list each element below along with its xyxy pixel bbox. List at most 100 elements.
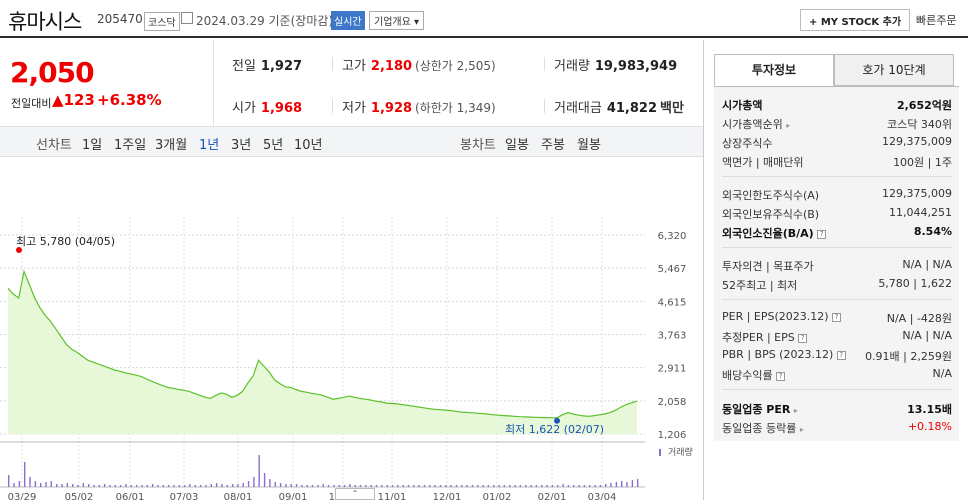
volume-bar — [29, 477, 31, 487]
volume-bar — [8, 475, 10, 487]
volume-bar — [551, 485, 554, 487]
volume-bar — [119, 485, 122, 487]
x-tick-label: 01/02 — [483, 492, 512, 500]
volume-bar — [621, 481, 623, 487]
tab-1y[interactable]: 1년 — [199, 138, 220, 153]
tab-orderbook[interactable]: 호가 10단계 — [834, 54, 954, 86]
volume-bar — [343, 485, 346, 487]
y-tick-label: 1,206 — [658, 430, 687, 441]
tab-daily[interactable]: 일봉 — [505, 138, 529, 153]
help-icon[interactable]: ? — [836, 350, 846, 360]
volume-bar — [205, 485, 207, 487]
volume-legend-swatch — [659, 449, 661, 456]
volume-bar — [519, 485, 522, 487]
volume-bar — [386, 485, 388, 487]
volume-bar — [594, 485, 596, 487]
volume-bar — [274, 482, 276, 487]
price-change-pct: +6.38% — [97, 91, 162, 109]
volume-bar — [226, 485, 228, 487]
help-icon[interactable]: ? — [832, 312, 842, 322]
volume-bar — [279, 483, 282, 487]
volume-legend: 거래량 — [668, 446, 693, 458]
pbr-row: PBR | BPS (2023.12) ? 0.91배 | 2,259원 — [722, 348, 952, 363]
volume-bar — [301, 485, 303, 487]
info-box: 시가총액 2,652억원 시가총액순위 ▸ 코스닥 340위 상장주식수 129,37… — [714, 86, 959, 441]
volume-bar — [322, 484, 324, 487]
volume-bar — [247, 481, 250, 487]
tab-1d[interactable]: 1일 — [82, 138, 103, 153]
sector-change-row[interactable]: 동일업종 등락률 ▸ +0.18% — [722, 420, 952, 435]
tab-investment-info[interactable]: 투자정보 — [714, 54, 834, 86]
y-tick-label: 6,320 — [658, 231, 687, 242]
tab-3y[interactable]: 3년 — [231, 138, 252, 153]
tab-5y[interactable]: 5년 — [263, 138, 284, 153]
volume-bar — [589, 485, 591, 487]
volume-bar — [327, 485, 330, 487]
volume-bar — [56, 484, 58, 487]
dividend-row: 배당수익률 ? N/A — [722, 367, 952, 382]
volume-bar — [242, 483, 244, 487]
volume-bar — [615, 482, 618, 487]
help-icon[interactable]: ? — [798, 333, 808, 343]
volume-bar — [423, 485, 426, 487]
price-area — [8, 271, 637, 434]
est-per-row: 추정PER | EPS ? N/A | N/A — [722, 329, 952, 344]
volume-bar — [178, 485, 180, 487]
tab-weekly[interactable]: 주봉 — [541, 138, 565, 153]
volume-bar — [397, 485, 399, 487]
volume-bar — [333, 485, 335, 487]
stock-name: 휴마시스 — [8, 10, 82, 34]
volume-bar — [66, 483, 68, 487]
volume-bar — [61, 484, 63, 487]
volume-bar — [98, 485, 100, 487]
volume-bar — [365, 485, 367, 487]
tab-10y[interactable]: 10년 — [294, 138, 323, 153]
opinion-row: 투자의견 | 목표주가 N/A | N/A — [722, 258, 952, 273]
volume-bar — [439, 485, 442, 487]
price-chart[interactable]: 6,320 5,467 4,615 3,763 2,911 2,058 1,206 최고 5… — [0, 157, 703, 500]
realtime-button[interactable]: 실시간 — [331, 11, 365, 30]
tab-monthly[interactable]: 월봉 — [577, 138, 601, 153]
volume-bar — [40, 483, 42, 487]
volume-bar — [637, 479, 639, 487]
tab-3m[interactable]: 3개월 — [155, 138, 188, 153]
volume-bar — [493, 485, 495, 487]
volume-bar — [34, 481, 37, 487]
x-tick-label: 03/04 — [588, 492, 617, 500]
x-tick-label: 09/01 — [279, 492, 308, 500]
volume-bar — [477, 485, 479, 487]
sector-per-row[interactable]: 동일업종 PER ▸ 13.15배 — [722, 403, 952, 416]
stock-code: 205470 — [97, 12, 143, 26]
add-mystock-button[interactable]: + MY STOCK 추가 — [800, 9, 911, 31]
stock-header: 휴마시스 205470 코스닥 2024.03.29 기준(장마감) 실시간 기… — [0, 0, 968, 38]
volume-bar — [535, 485, 538, 487]
tab-1w[interactable]: 1주일 — [114, 138, 147, 153]
volume-bar — [525, 485, 527, 487]
max-label: 최고 5,780 (04/05) — [16, 235, 115, 248]
prev-close: 전일 1,927 — [232, 59, 303, 74]
x-tick-label: 06/01 — [116, 492, 145, 500]
volume-bar — [45, 482, 47, 487]
price-change-value: 123 — [63, 91, 95, 109]
volume-bar — [455, 485, 458, 487]
volume: 거래량 19,983,949 — [554, 59, 678, 74]
rank-row[interactable]: 시가총액순위 ▸ 코스닥 340위 — [722, 118, 952, 131]
current-price: 2,050 — [10, 56, 95, 89]
quick-order-link[interactable]: 빠른주문 — [916, 14, 957, 27]
volume-bar — [253, 477, 255, 487]
volume-bar — [626, 482, 628, 487]
help-icon[interactable]: ? — [776, 371, 786, 381]
x-tick-label: 11/01 — [378, 492, 407, 500]
volume-bar — [231, 484, 234, 487]
volume-bar — [354, 485, 356, 487]
volume-bar — [402, 485, 404, 487]
trade-amount: 거래대금 41,822 백만 — [554, 101, 684, 116]
collapse-chart-button[interactable]: ⌃ — [335, 488, 375, 500]
help-icon[interactable]: ? — [817, 229, 827, 239]
volume-bar — [93, 485, 95, 487]
min-label: 최저 1,622 (02/07) — [505, 423, 604, 436]
price-box: 2,050 전일대비 ▲123 +6.38% — [0, 40, 210, 126]
calendar-icon — [181, 12, 193, 24]
company-overview-dropdown[interactable]: 기업개요 ▾ — [369, 11, 424, 30]
volume-bar — [562, 484, 564, 487]
